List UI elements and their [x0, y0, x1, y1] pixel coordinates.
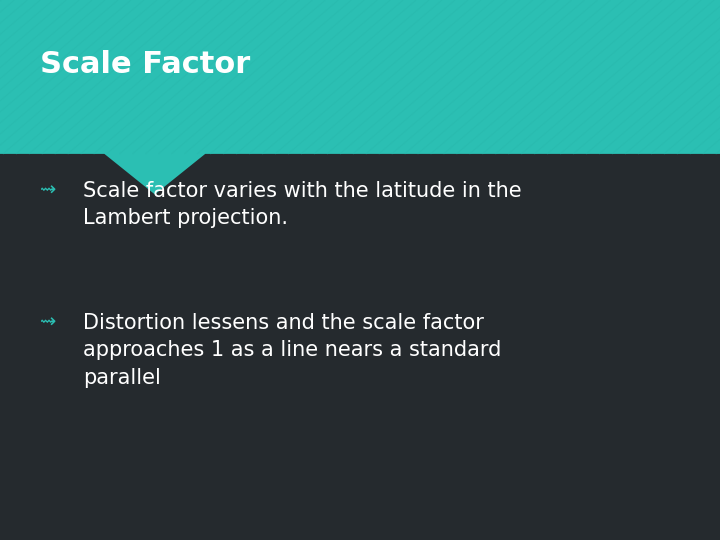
- Polygon shape: [0, 0, 720, 194]
- Text: ⇝: ⇝: [40, 313, 56, 332]
- Text: Scale factor varies with the latitude in the
Lambert projection.: Scale factor varies with the latitude in…: [83, 181, 521, 228]
- Text: Scale Factor: Scale Factor: [40, 50, 250, 79]
- Text: Distortion lessens and the scale factor
approaches 1 as a line nears a standard
: Distortion lessens and the scale factor …: [83, 313, 501, 388]
- Text: ⇝: ⇝: [40, 181, 56, 200]
